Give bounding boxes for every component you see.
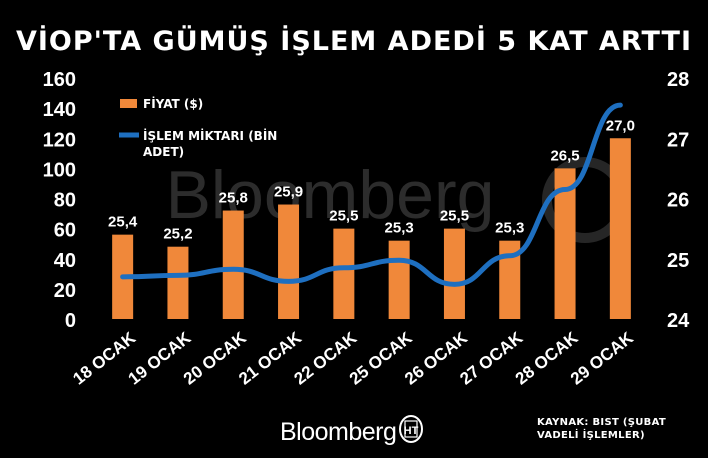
price-data-label: 26,5	[550, 147, 579, 164]
price-data-label: 27,0	[606, 117, 635, 134]
source-line-2: VADELİ İŞLEMLER)	[537, 430, 645, 441]
source-line-1: KAYNAK: BIST (ŞUBAT	[537, 417, 666, 428]
y-left-tick-label: 100	[43, 159, 76, 181]
y-left-tick-label: 40	[54, 250, 76, 272]
chart-title: VİOP'TA GÜMÜŞ İŞLEM ADEDİ 5 KAT ARTTI	[15, 26, 692, 57]
price-bar	[167, 246, 189, 319]
legend-swatch-price	[120, 99, 137, 108]
y-left-tick-label: 60	[54, 220, 76, 242]
price-bar	[554, 168, 576, 319]
price-data-label: 25,2	[163, 226, 192, 243]
y-right-tick-label: 26	[667, 190, 689, 212]
brand-logo-text: Bloomberg	[280, 418, 397, 446]
price-bar	[443, 228, 465, 319]
x-category-label: 29 OCAK	[567, 328, 637, 389]
price-data-label: 25,8	[219, 190, 248, 207]
watermark-text: Bloomberg	[166, 157, 495, 233]
y-left-tick-label: 160	[43, 69, 76, 91]
price-data-label: 25,9	[274, 184, 303, 201]
price-data-label: 25,3	[495, 220, 524, 237]
y-right-tick-label: 25	[667, 250, 689, 272]
price-bar	[278, 204, 300, 319]
ht-logo-icon: HT	[399, 415, 423, 443]
y-left-tick-label: 120	[43, 129, 76, 151]
price-data-label: 25,5	[329, 208, 358, 225]
svg-text:HT: HT	[404, 425, 419, 437]
price-data-label: 25,4	[108, 214, 138, 231]
source-note: KAYNAK: BIST (ŞUBAT VADELİ İŞLEMLER)	[537, 416, 707, 442]
y-right-tick-label: 28	[667, 69, 689, 91]
price-bar	[499, 240, 521, 319]
legend-label-volume-line2: ADET)	[143, 145, 184, 159]
y-right-tick-label: 24	[667, 310, 690, 332]
legend-label-price: FİYAT ($)	[143, 96, 203, 111]
price-bar	[609, 138, 631, 319]
price-bar	[333, 228, 355, 319]
price-bar	[388, 240, 410, 319]
price-data-label: 25,3	[385, 220, 414, 237]
price-bar	[222, 210, 244, 319]
y-left-tick-label: 140	[43, 99, 76, 121]
legend-label-volume: İŞLEM MİKTARI (BİN	[143, 128, 277, 143]
y-left-tick-label: 20	[54, 280, 76, 302]
y-left-tick-label: 80	[54, 190, 76, 212]
y-right-tick-label: 27	[667, 129, 689, 151]
y-left-tick-label: 0	[65, 310, 76, 332]
price-data-label: 25,5	[440, 208, 469, 225]
